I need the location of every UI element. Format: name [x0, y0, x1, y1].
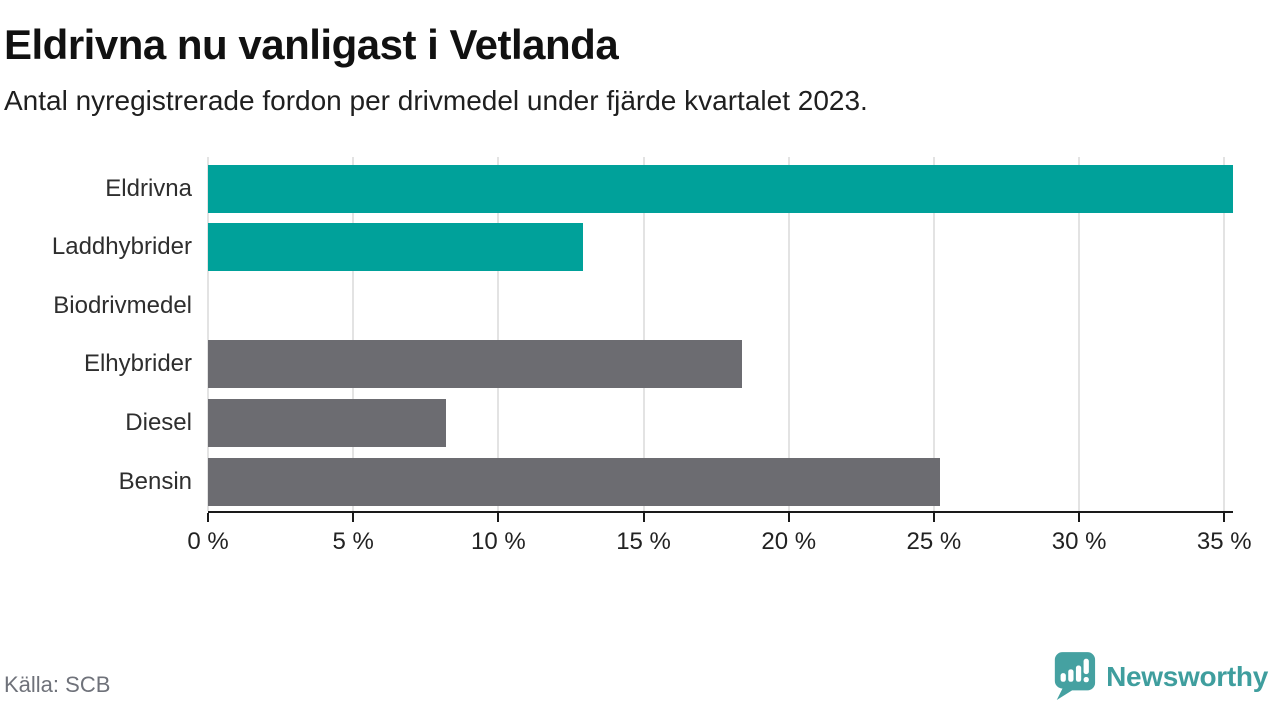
tick-mark	[207, 513, 209, 523]
tick-label: 15 %	[616, 528, 671, 556]
bar	[208, 399, 447, 448]
tick-label: 25 %	[906, 528, 962, 556]
chart-row: Elhybrider	[4, 335, 1233, 394]
bar-track	[208, 340, 1233, 389]
tick-label: 10 %	[471, 528, 526, 556]
category-label: Laddhybrider	[51, 233, 192, 261]
gridline	[207, 157, 209, 512]
gridline	[787, 157, 790, 512]
source-note: Källa: SCB	[4, 672, 111, 697]
bar-track	[208, 164, 1233, 213]
tick-mark	[1078, 513, 1081, 523]
bar-chart: Eldrivna Laddhybrider Biodrivmedel Elhybrid…	[4, 157, 1252, 563]
bar-rows: Eldrivna Laddhybrider Biodrivmedel Elhybrid…	[4, 159, 1233, 511]
gridline	[352, 157, 355, 512]
bar	[208, 223, 583, 272]
chart-row: Biodrivmedel	[4, 277, 1233, 336]
chart-row: Laddhybrider	[4, 218, 1233, 277]
gridline	[1223, 157, 1226, 512]
plot-area: Eldrivna Laddhybrider Biodrivmedel Elhybrid…	[4, 157, 1233, 512]
bar	[208, 457, 940, 506]
chart-row: Diesel	[4, 394, 1233, 453]
gridline	[932, 157, 935, 512]
category-label: Bensin	[118, 467, 192, 495]
bar-track	[208, 457, 1233, 506]
chart-row: Bensin	[4, 452, 1233, 511]
tick-label: 20 %	[761, 528, 817, 556]
chart-row: Eldrivna	[4, 159, 1233, 218]
tick-mark	[1223, 513, 1226, 523]
gridline	[497, 157, 500, 512]
tick-label: 0 %	[187, 528, 229, 556]
tick-mark	[642, 513, 645, 523]
tick-mark	[497, 513, 500, 523]
newsworthy-bubble-icon	[1054, 652, 1096, 700]
category-label: Diesel	[125, 409, 192, 437]
gridline	[642, 157, 645, 512]
gridline	[1078, 157, 1081, 512]
bar-track	[208, 223, 1233, 272]
category-label: Biodrivmedel	[53, 291, 192, 319]
chart-subtitle: Antal nyregistrerade fordon per drivmede…	[4, 85, 868, 117]
x-axis: 0 % 5 % 10 % 15 % 20 % 25 % 30 % 35 %	[187, 511, 1252, 563]
tick-mark	[932, 513, 935, 523]
bar-track	[208, 399, 1233, 448]
tick-mark	[787, 513, 790, 523]
bar	[208, 340, 743, 389]
tick-label: 30 %	[1051, 528, 1107, 556]
tick-label: 35 %	[1196, 528, 1252, 556]
category-label: Elhybrider	[83, 350, 192, 378]
bar	[208, 164, 1233, 213]
chart-title: Eldrivna nu vanligast i Vetlanda	[4, 21, 619, 68]
tick-mark	[352, 513, 355, 523]
gridlines	[207, 157, 1233, 512]
tick-label: 5 %	[332, 528, 374, 556]
category-label: Eldrivna	[105, 174, 192, 202]
bar-track	[208, 282, 1233, 330]
newsworthy-wordmark: Newsworthy	[1106, 661, 1268, 692]
newsworthy-logo: Newsworthy	[1051, 650, 1268, 704]
